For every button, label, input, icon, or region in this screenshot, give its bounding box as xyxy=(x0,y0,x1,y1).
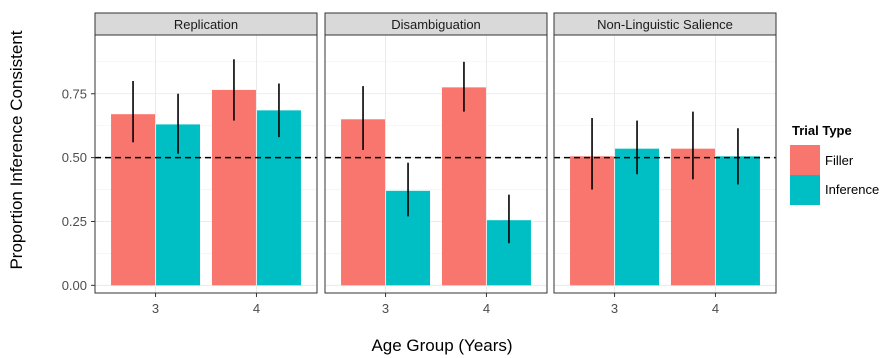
y-tick-label: 0.25 xyxy=(62,214,87,229)
panel-border xyxy=(553,34,777,294)
x-tick-label: 3 xyxy=(152,301,159,316)
bar-filler-age-3 xyxy=(111,114,156,286)
legend-label-filler: Filler xyxy=(825,153,854,168)
panel-border xyxy=(94,34,318,294)
legend-key-filler xyxy=(790,145,820,175)
panel-strip-title: Disambiguation xyxy=(391,17,481,32)
bar-inference-age-4 xyxy=(256,110,301,286)
x-tick-label: 3 xyxy=(382,301,389,316)
legend-label-inference: Inference xyxy=(825,182,879,197)
x-axis-title: Age Group (Years) xyxy=(371,336,512,355)
x-tick-label: 4 xyxy=(253,301,260,316)
y-axis: 0.00 0.25 0.50 0.75 xyxy=(62,86,95,293)
bar-filler-age-4 xyxy=(211,89,256,286)
y-tick-label: 0.50 xyxy=(62,150,87,165)
x-tick-label: 4 xyxy=(483,301,490,316)
legend: Trial Type Filler Inference xyxy=(790,123,879,205)
panel-replication: Replication 3 4 xyxy=(94,12,318,316)
legend-title: Trial Type xyxy=(792,123,852,138)
y-axis-title: Proportion Inference Consistent xyxy=(7,30,26,269)
bar-filler-age-4 xyxy=(441,87,486,286)
panel-strip-title: Non-Linguistic Salience xyxy=(597,17,733,32)
panel-non-linguistic-salience: Non-Linguistic Salience 3 4 xyxy=(553,12,777,316)
panel-strip-title: Replication xyxy=(174,17,238,32)
legend-key-inference xyxy=(790,175,820,205)
panel-border xyxy=(324,34,548,294)
y-tick-label: 0.75 xyxy=(62,86,87,101)
panel-disambiguation: Disambiguation 3 4 xyxy=(324,12,548,316)
x-tick-label: 3 xyxy=(611,301,618,316)
x-tick-label: 4 xyxy=(712,301,719,316)
y-tick-label: 0.00 xyxy=(62,278,87,293)
